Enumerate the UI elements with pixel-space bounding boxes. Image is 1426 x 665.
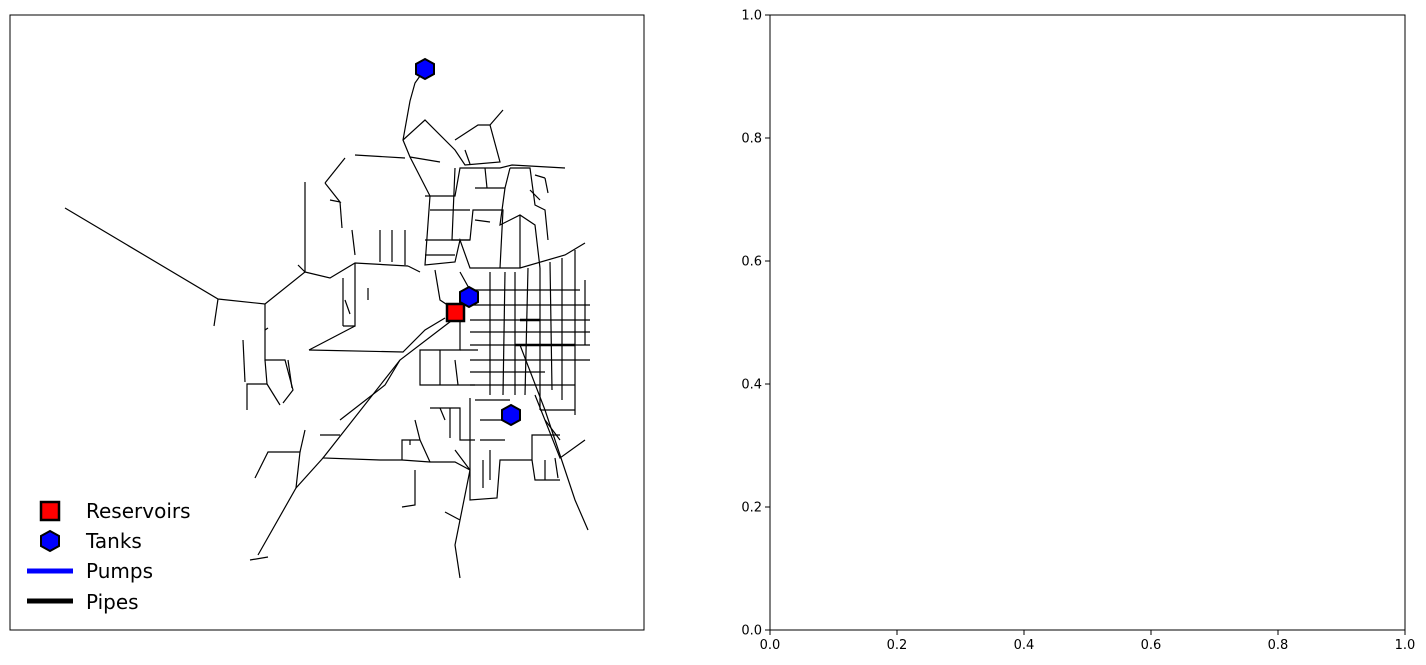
tank-marker-north <box>415 57 435 81</box>
x-tick-label: 0.2 <box>887 638 908 653</box>
y-tick-label: 1.0 <box>741 9 762 24</box>
network-legend: Reservoirs Tanks Pumps Pipes <box>27 499 191 614</box>
y-tick-label: 0.6 <box>741 255 762 270</box>
y-axis: 0.0 0.2 0.4 0.6 0.8 1.0 <box>741 9 770 639</box>
x-tick-label: 1.0 <box>1395 638 1416 653</box>
x-tick-label: 0.8 <box>1268 638 1289 653</box>
x-tick-label: 0.0 <box>760 638 781 653</box>
x-axis: 0.0 0.2 0.4 0.6 0.8 1.0 <box>760 630 1416 653</box>
legend-pumps-label: Pumps <box>86 559 153 583</box>
legend-reservoir-swatch <box>39 500 61 522</box>
network-panel-frame <box>9 14 645 631</box>
y-tick-label: 0.2 <box>741 501 762 516</box>
legend-pipes-label: Pipes <box>86 590 139 614</box>
x-tick-label: 0.6 <box>1141 638 1162 653</box>
axes-frame <box>769 14 1406 631</box>
tank-marker-central <box>459 285 479 309</box>
x-tick-label: 0.4 <box>1014 638 1035 653</box>
legend-tank-swatch <box>40 529 60 553</box>
legend-tanks-label: Tanks <box>85 529 142 553</box>
y-tick-label: 0.4 <box>741 378 762 393</box>
tank-marker-south <box>501 403 521 427</box>
empty-axes-panel: 0.0 0.2 0.4 0.6 0.8 1.0 0.0 0.2 0.4 0.6 0.8 1.0 <box>741 9 1415 654</box>
y-tick-label: 0.0 <box>741 624 762 639</box>
pipe-network <box>64 68 590 579</box>
reservoir-marker <box>445 302 466 323</box>
y-tick-label: 0.8 <box>741 132 762 147</box>
legend-reservoirs-label: Reservoirs <box>86 499 191 523</box>
network-panel: Reservoirs Tanks Pumps Pipes <box>9 14 645 631</box>
